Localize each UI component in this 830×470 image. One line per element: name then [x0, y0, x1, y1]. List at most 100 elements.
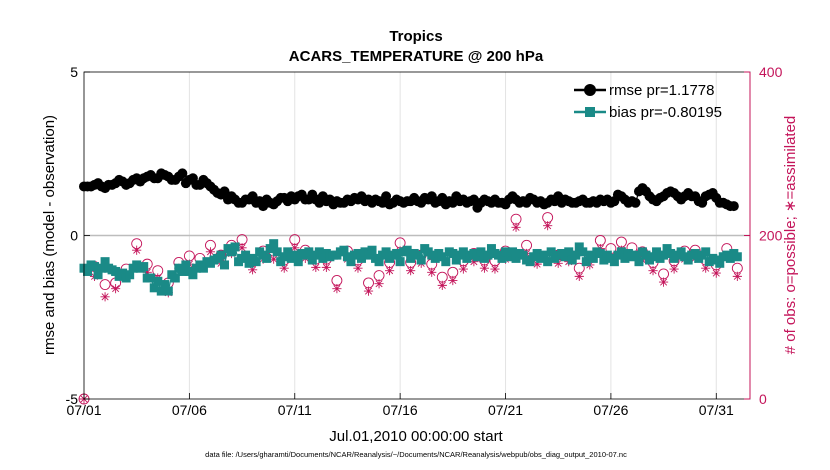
right-axis-ticks: 0 200 400: [744, 64, 783, 407]
bias-point: [609, 257, 619, 267]
rmse-point: [381, 191, 392, 202]
obs-assimilated-point: [384, 266, 395, 276]
obs-assimilated-point: [648, 266, 658, 276]
bias-point: [715, 258, 725, 268]
bias-point: [111, 266, 121, 276]
bias-point: [683, 255, 693, 265]
bias-point: [188, 270, 198, 280]
bias-point: [578, 247, 588, 257]
bias-point: [525, 257, 535, 267]
bias-point: [392, 248, 402, 258]
bias-point: [504, 252, 514, 262]
obs-assimilated-point: [574, 271, 584, 281]
bias-point: [251, 257, 261, 267]
obs-possible-point: [510, 213, 522, 225]
bias-point: [339, 245, 349, 255]
bias-point: [156, 286, 166, 296]
obs-assimilated-point: [205, 247, 216, 257]
obs-possible-point: [436, 271, 448, 283]
obs-assimilated-point: [406, 266, 416, 276]
obs-possible-point: [205, 239, 216, 251]
obs-assimilated-point: [332, 284, 342, 294]
obs-assimilated-point: [448, 275, 458, 286]
obs-possible-point: [658, 268, 670, 280]
bias-point: [511, 253, 521, 263]
right-tick-label: 200: [759, 228, 783, 244]
bias-point: [567, 255, 577, 265]
obs-assimilated-point: [532, 259, 542, 269]
bias-point: [497, 253, 507, 263]
bias-series: [79, 239, 742, 296]
bias-point: [437, 252, 447, 262]
obs-possible-point: [542, 212, 554, 223]
bias-point: [272, 247, 282, 257]
x-tick-label: 07/31: [699, 402, 734, 418]
obs-assimilated-point: [142, 267, 152, 277]
obs-possible-point: [521, 239, 533, 251]
bias-point: [265, 244, 275, 254]
bias-point: [177, 266, 187, 276]
bias-point: [501, 247, 511, 257]
legend: rmse pr=1.1778 bias pr=-0.80195: [574, 82, 722, 121]
bias-point: [402, 245, 412, 255]
bias-point: [290, 250, 300, 260]
bias-point: [451, 255, 461, 265]
bias-point: [560, 252, 570, 262]
bias-point: [666, 248, 676, 258]
bias-point: [441, 257, 451, 267]
obs-possible-point: [363, 277, 374, 289]
obs-possible-point: [289, 234, 301, 246]
bias-point: [181, 260, 191, 270]
bias-point: [595, 248, 605, 258]
x-axis-label: Jul.01,2010 00:00:00 start: [329, 428, 503, 445]
rmse-point: [219, 186, 230, 197]
x-tick-label: 07/01: [66, 402, 101, 418]
bias-point: [539, 250, 549, 260]
obs-possible-point: [731, 262, 743, 274]
bias-point: [153, 276, 163, 286]
bias-point: [139, 262, 149, 272]
bias-point: [725, 253, 735, 263]
bias-point: [430, 253, 440, 263]
bias-point: [269, 239, 279, 249]
bias-point: [599, 255, 609, 265]
obs-assimilated-point: [237, 243, 247, 253]
obs-assimilated-point: [553, 258, 563, 268]
x-tick-label: 07/06: [172, 402, 207, 418]
bias-point: [416, 255, 426, 265]
bias-point: [641, 250, 651, 260]
obs-assimilated-point: [701, 263, 711, 273]
x-axis-ticks: 07/01 07/06 07/11 07/16 07/21 07/26 07/31: [66, 393, 734, 418]
obs-assimilated-point: [374, 279, 384, 289]
obs-possible-point: [615, 236, 627, 248]
bias-point: [662, 244, 672, 254]
bias-point: [146, 273, 156, 283]
bias-point: [367, 245, 377, 255]
bias-point: [395, 257, 405, 267]
x-tick-label: 07/16: [383, 402, 418, 418]
bias-point: [230, 242, 240, 252]
bias-point: [304, 247, 314, 257]
obs-assimilated-point: [669, 264, 679, 274]
bias-point: [659, 250, 669, 260]
bias-point: [220, 260, 230, 270]
bias-point: [652, 247, 662, 257]
bias-point: [83, 266, 93, 276]
bias-point: [170, 273, 180, 283]
bias-point: [620, 253, 630, 263]
bias-point: [90, 262, 100, 272]
left-axis-label: rmse and bias (model - observation): [41, 115, 58, 355]
bias-point: [198, 263, 208, 273]
bias-point: [458, 247, 468, 257]
left-axis-ticks: -5 0 5: [66, 64, 90, 407]
bias-point: [648, 252, 658, 262]
x-tick-label: 07/11: [278, 402, 312, 418]
obs-possible-point: [573, 262, 585, 274]
bias-point: [448, 248, 458, 258]
chart-title: Tropics: [389, 28, 442, 45]
bias-point: [518, 250, 528, 260]
obs-assimilated-point: [490, 264, 500, 274]
right-tick-label: 0: [759, 391, 767, 407]
bias-point: [574, 242, 584, 252]
